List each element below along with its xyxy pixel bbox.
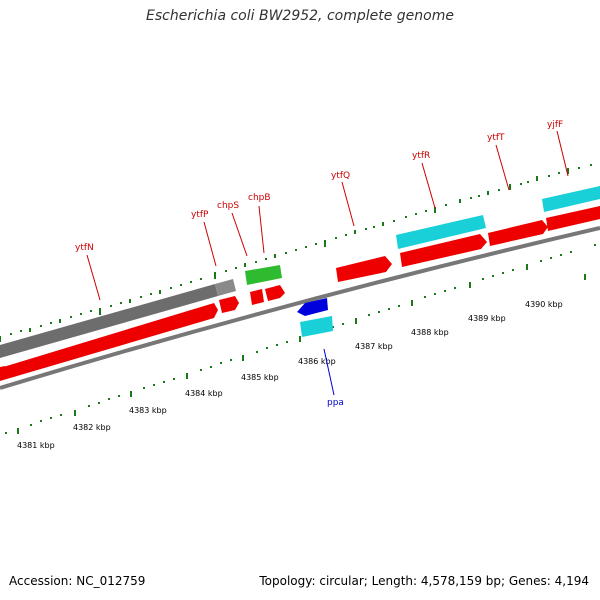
cds-ytfQ bbox=[336, 256, 392, 282]
gene-label-ytfQ: ytfQ bbox=[331, 171, 350, 181]
gene-ytfR bbox=[396, 215, 486, 249]
gene-labels: ytfN ytfP chpS chpB ytfQ ytfR ytfT yjfF … bbox=[75, 120, 563, 408]
gene-ppa-cyan bbox=[300, 316, 333, 337]
ruler-label-4389: 4389 kbp bbox=[468, 314, 506, 323]
ruler-label-4390: 4390 kbp bbox=[525, 300, 563, 309]
gene-label-yjfF: yjfF bbox=[547, 120, 563, 130]
cds-chpS bbox=[250, 289, 264, 305]
gene-yjfF bbox=[542, 186, 600, 212]
page-title: Escherichia coli BW2952, complete genome bbox=[146, 8, 454, 24]
cds-chpS2 bbox=[265, 285, 285, 301]
cds-ytfT-b bbox=[488, 220, 548, 246]
genome-stats-text: Topology: circular; Length: 4,578,159 bp… bbox=[259, 574, 589, 588]
backbone-line bbox=[0, 226, 600, 390]
reverse-ticks-dots bbox=[5, 244, 596, 434]
gene-label-ytfT: ytfT bbox=[487, 133, 505, 143]
ppa-leader bbox=[323, 348, 335, 396]
rna-chpB bbox=[245, 265, 282, 285]
forward-features bbox=[0, 186, 600, 381]
ruler-label-4384: 4384 kbp bbox=[185, 389, 223, 398]
gene-label-ytfP: ytfP bbox=[191, 210, 209, 220]
ruler-label-4381: 4381 kbp bbox=[17, 441, 55, 450]
gene-label-ytfN: ytfN bbox=[75, 243, 94, 253]
cds-ppa bbox=[297, 298, 328, 316]
cds-ytfP bbox=[219, 296, 239, 313]
ruler-label-4388: 4388 kbp bbox=[411, 328, 449, 337]
gene-label-ytfR: ytfR bbox=[412, 151, 430, 161]
ruler-label-4387: 4387 kbp bbox=[355, 342, 393, 351]
cds-yjfF bbox=[546, 206, 600, 231]
genome-backbone bbox=[0, 226, 600, 390]
ruler-labels: 4381 kbp 4382 kbp 4383 kbp 4384 kbp 4385… bbox=[17, 300, 563, 450]
ruler-label-4383: 4383 kbp bbox=[129, 406, 167, 415]
ruler-label-4385: 4385 kbp bbox=[241, 373, 279, 382]
gene-label-chpS: chpS bbox=[217, 201, 239, 211]
cds-left-end bbox=[0, 366, 5, 380]
gene-label-chpB: chpB bbox=[248, 193, 271, 203]
ruler-label-4386: 4386 kbp bbox=[298, 357, 336, 366]
cds-ytfN bbox=[0, 303, 218, 381]
reverse-ticks bbox=[17, 264, 586, 434]
pseudo-gene-bar bbox=[0, 284, 218, 358]
forward-ticks-dots bbox=[10, 164, 592, 335]
accession-text: Accession: NC_012759 bbox=[9, 574, 146, 588]
label-leaders bbox=[86, 130, 569, 301]
ruler-label-4382: 4382 kbp bbox=[73, 423, 111, 432]
gene-label-ppa: ppa bbox=[327, 398, 344, 408]
reverse-features bbox=[297, 298, 333, 337]
cds-ytfT-a bbox=[400, 234, 487, 267]
pseudo-gene-cap bbox=[215, 279, 236, 296]
